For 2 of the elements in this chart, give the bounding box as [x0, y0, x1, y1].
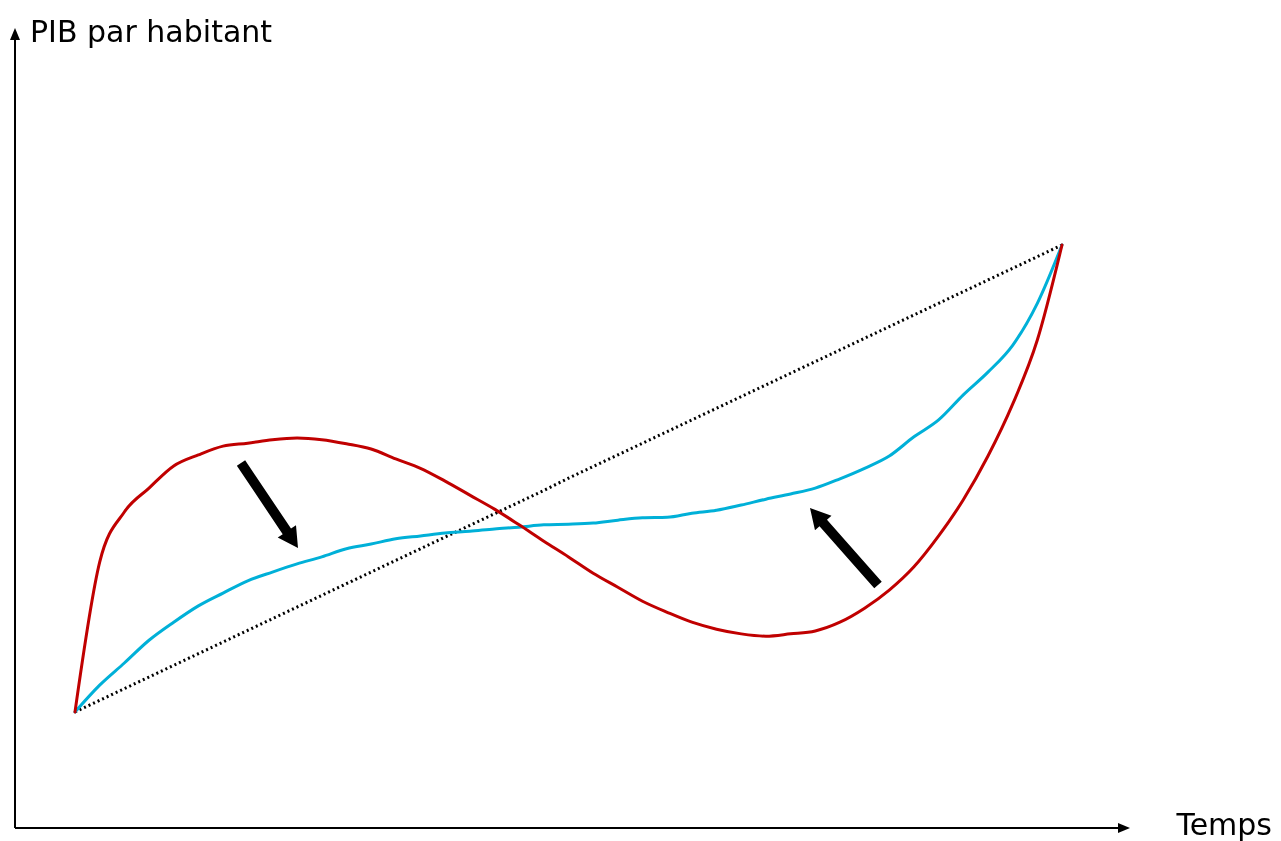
x-axis-title: Temps	[1175, 807, 1272, 841]
text: PIB par habitant	[30, 14, 273, 49]
